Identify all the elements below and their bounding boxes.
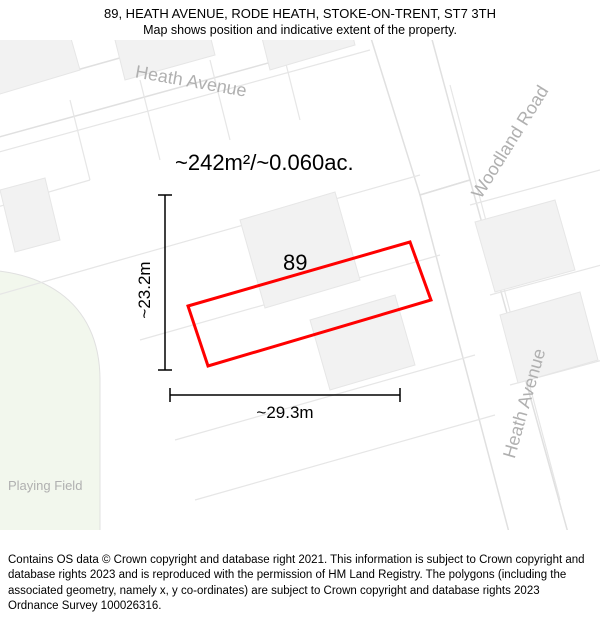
map-subtitle: Map shows position and indicative extent… [10, 23, 590, 37]
height-dimension: ~23.2m [135, 195, 172, 370]
area-measurement-label: ~242m²/~0.060ac. [175, 150, 354, 175]
woodland-road-label: Woodland Road [467, 82, 552, 202]
building-footprint [500, 292, 598, 383]
width-dimension: ~29.3m [170, 388, 400, 422]
map-header: 89, HEATH AVENUE, RODE HEATH, STOKE-ON-T… [0, 0, 600, 41]
property-number-label: 89 [283, 250, 307, 275]
copyright-footer: Contains OS data © Crown copyright and d… [0, 547, 600, 625]
building-footprint [0, 178, 60, 252]
map-svg: Heath AvenueWoodland RoadHeath Avenue ~2… [0, 40, 600, 530]
building-footprint [255, 40, 355, 70]
plot-boundary-line [195, 415, 495, 500]
playing-field-label: Playing Field [8, 478, 82, 493]
width-dimension-label: ~29.3m [256, 403, 313, 422]
height-dimension-label: ~23.2m [135, 261, 154, 318]
map-canvas: Heath AvenueWoodland RoadHeath Avenue ~2… [0, 40, 600, 530]
copyright-text: Contains OS data © Crown copyright and d… [8, 554, 585, 613]
property-address-title: 89, HEATH AVENUE, RODE HEATH, STOKE-ON-T… [10, 6, 590, 21]
